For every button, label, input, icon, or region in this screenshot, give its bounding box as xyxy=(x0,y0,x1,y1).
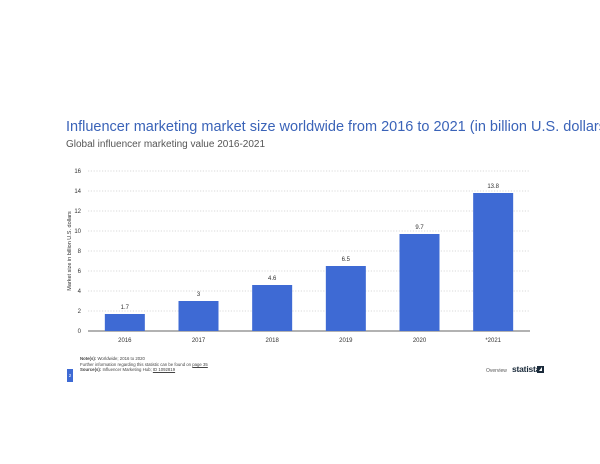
x-tick-label: *2021 xyxy=(485,338,501,344)
x-tick-labels: 2016 2017 2018 2019 2020 *2021 xyxy=(118,338,502,344)
y-tick-label: 2 xyxy=(78,309,82,315)
bar-value-label: 1.7 xyxy=(121,305,130,311)
bars xyxy=(104,193,514,331)
x-tick-label: 2017 xyxy=(192,338,206,344)
source-label: Source(s): xyxy=(80,367,102,373)
y-tick-label: 8 xyxy=(78,249,82,255)
bar-value-label: 3 xyxy=(197,292,201,298)
statista-logo-icon xyxy=(537,366,544,373)
x-tick-label: 2020 xyxy=(413,338,427,344)
y-tick-label: 0 xyxy=(78,329,82,335)
value-labels: 1.7 3 4.6 6.5 9.7 13.8 xyxy=(121,184,500,311)
gridlines xyxy=(88,170,530,332)
source-id-link[interactable]: ID 1092819 xyxy=(152,367,176,373)
x-tick-label: 2019 xyxy=(339,338,353,344)
bar-2017[interactable] xyxy=(178,301,219,331)
source-text: Influencer Marketing Hub; xyxy=(102,367,152,373)
further-info-link[interactable]: page 35 xyxy=(192,361,208,367)
bar-2018[interactable] xyxy=(252,285,293,331)
note-label: Note(s): xyxy=(80,356,97,361)
bar-2020[interactable] xyxy=(399,234,440,331)
y-tick-label: 14 xyxy=(74,189,81,195)
x-tick-label: 2018 xyxy=(265,338,279,344)
y-tick-label: 4 xyxy=(78,289,82,295)
y-tick-label: 16 xyxy=(74,169,81,175)
bar-value-label: 4.6 xyxy=(268,276,277,282)
y-axis-label: Market size in billion U.S. dollars xyxy=(67,211,73,291)
bar-value-label: 6.5 xyxy=(342,257,351,263)
chart-subtitle: Global influencer marketing value 2016-2… xyxy=(66,139,266,150)
y-tick-labels: 0 2 4 6 8 10 12 14 16 xyxy=(74,169,81,335)
note-text: Worldwide; 2016 to 2020 xyxy=(97,356,145,361)
y-tick-label: 6 xyxy=(78,269,82,275)
overview-link[interactable]: Overview xyxy=(486,368,507,374)
footer-notes: Note(s): Worldwide; 2016 to 2020 Further… xyxy=(80,356,208,373)
bar-value-label: 9.7 xyxy=(415,225,424,231)
chart-title: Influencer marketing market size worldwi… xyxy=(66,119,600,135)
bar-2021[interactable] xyxy=(473,193,514,331)
y-tick-label: 10 xyxy=(74,229,81,235)
further-info-text: Further information regarding this stati… xyxy=(80,361,192,367)
y-tick-label: 12 xyxy=(74,209,81,215)
bar-2019[interactable] xyxy=(325,266,366,331)
x-tick-label: 2016 xyxy=(118,338,132,344)
statista-logo: statista xyxy=(512,364,541,374)
bar-value-label: 13.8 xyxy=(487,184,499,190)
bar-2016[interactable] xyxy=(104,314,145,331)
page-number-badge: 2 xyxy=(67,369,73,382)
